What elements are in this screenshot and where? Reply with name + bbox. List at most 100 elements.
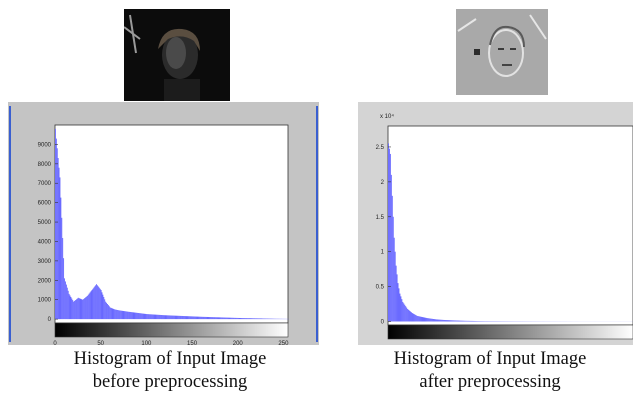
histogram-bar	[62, 237, 64, 320]
histogram-bar	[434, 319, 435, 322]
histogram-before-chart: 0 1000 2000 3000 4000 5000 6000 7000 8000 9000 0 5…	[8, 102, 319, 345]
y-tick-label: 4000	[38, 239, 52, 245]
histogram-bar	[459, 320, 460, 322]
caption-line: Histogram of Input Image	[393, 349, 587, 369]
histogram-bar	[82, 299, 84, 320]
histogram-bar	[203, 316, 204, 320]
histogram-bar	[393, 237, 395, 322]
histogram-bar	[463, 320, 465, 322]
histogram-bar	[172, 315, 174, 320]
histogram-bar	[122, 310, 124, 320]
histogram-bar	[232, 317, 234, 320]
histogram-bar	[208, 317, 210, 320]
histogram-bar	[178, 315, 180, 320]
histogram-bar	[97, 286, 99, 320]
histogram-bar	[156, 314, 158, 320]
histogram-bar	[166, 315, 168, 320]
histogram-bar	[411, 312, 412, 322]
histogram-bar	[115, 309, 117, 320]
histogram-bar	[268, 318, 270, 320]
histogram-bar	[141, 313, 143, 320]
histogram-bar	[415, 315, 417, 322]
histogram-bar	[191, 316, 192, 320]
x-tick-label: 0	[53, 341, 57, 345]
histogram-bar	[116, 309, 118, 320]
histogram-bar	[139, 313, 141, 320]
histogram-bar	[126, 311, 128, 320]
histogram-bar	[435, 319, 436, 322]
histogram-bar	[264, 318, 266, 320]
histogram-bar	[388, 148, 390, 322]
histogram-bar	[251, 318, 253, 320]
histogram-bar	[229, 317, 231, 320]
histogram-bar	[86, 295, 88, 320]
histogram-bar	[409, 310, 410, 322]
histogram-bar	[65, 281, 66, 320]
histogram-bar	[398, 288, 400, 322]
histogram-bar	[439, 319, 441, 322]
histogram-bar	[428, 318, 430, 322]
histogram-bar	[127, 311, 128, 320]
histogram-bar	[234, 317, 235, 320]
y-tick-label: 1	[381, 250, 385, 256]
y-tick-label: 0	[48, 317, 52, 323]
histogram-bar	[184, 316, 186, 320]
histogram-bar	[83, 298, 85, 320]
histogram-bar	[255, 318, 256, 320]
histogram-bar	[433, 319, 435, 322]
histogram-bar	[474, 320, 476, 322]
histogram-bar	[209, 317, 211, 320]
histogram-bar	[165, 315, 167, 320]
histogram-bar	[196, 316, 198, 320]
histogram-bar	[206, 316, 208, 320]
histogram-bar	[160, 315, 162, 320]
y-tick-label: 3000	[38, 259, 52, 265]
histogram-bar	[154, 314, 156, 320]
histogram-bar	[461, 320, 463, 322]
histogram-bar	[403, 303, 405, 322]
histogram-bar	[259, 318, 261, 320]
histogram-bar	[246, 318, 248, 320]
histogram-bar	[244, 318, 245, 320]
histogram-bar	[210, 317, 212, 320]
histogram-bar	[86, 296, 87, 320]
histogram-bar	[120, 310, 122, 320]
histogram-bar	[399, 293, 401, 322]
histogram-bar	[473, 320, 475, 322]
histogram-bar	[444, 320, 446, 322]
histogram-bar	[423, 317, 425, 322]
histogram-bar	[189, 316, 191, 320]
histogram-bar	[443, 319, 445, 322]
y-tick-label: 9000	[38, 142, 52, 148]
y-tick-label: 2	[381, 180, 385, 186]
histogram-bar	[119, 310, 121, 320]
histogram-bar	[182, 316, 184, 320]
histogram-bar	[218, 317, 220, 320]
histogram-bar	[150, 314, 152, 320]
histogram-bar	[448, 320, 450, 322]
face-photo-original	[124, 9, 230, 101]
histogram-bar	[262, 318, 264, 320]
histogram-bar	[74, 300, 76, 320]
histogram-bar	[408, 309, 410, 322]
histogram-bar	[242, 318, 244, 320]
histogram-bar	[241, 318, 243, 320]
histogram-bar	[199, 316, 201, 320]
histogram-bar	[80, 298, 82, 320]
histogram-bar	[177, 315, 179, 320]
histogram-bar	[454, 320, 456, 322]
histogram-bar	[211, 317, 213, 320]
histogram-bar	[68, 293, 70, 320]
histogram-after-chart: x 10⁴ 0 0.5 1 1.5 2 2.5	[358, 102, 633, 345]
y-tick-label: 6000	[38, 201, 52, 207]
histogram-bar	[412, 313, 414, 322]
histogram-bar	[472, 320, 474, 322]
histogram-bar	[220, 317, 222, 320]
histogram-bar	[173, 315, 175, 320]
histogram-bar	[57, 158, 59, 320]
histogram-bar	[150, 314, 151, 320]
histogram-bar	[471, 320, 473, 322]
histogram-bar	[198, 316, 200, 320]
histogram-bar	[456, 320, 458, 322]
histogram-bar	[265, 318, 266, 320]
